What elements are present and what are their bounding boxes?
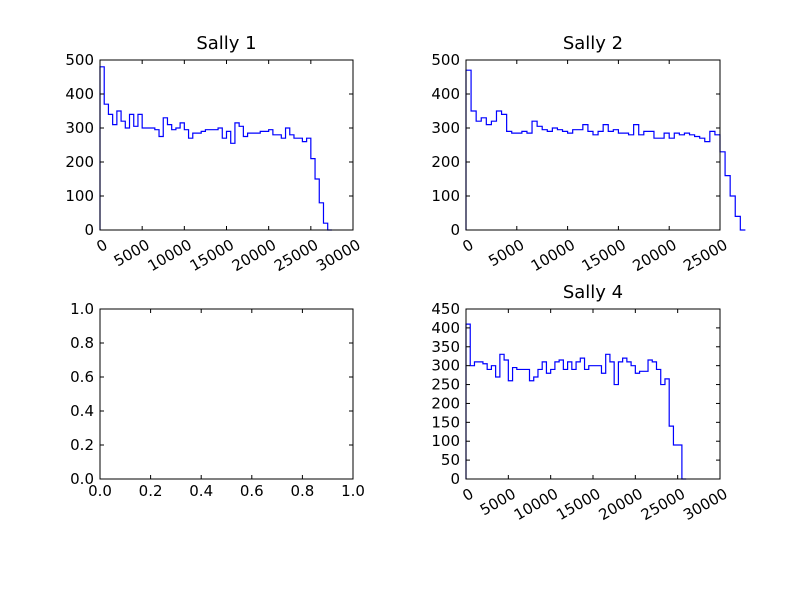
y-tick-label: 0.4 [70,402,94,420]
y-tick-label: 0.2 [70,436,94,454]
x-tick-label: 0.6 [240,482,264,500]
y-tick-label: 200 [65,153,94,171]
axes-frame [465,59,721,231]
y-tick-label: 250 [431,376,460,394]
y-tick-label: 100 [65,187,94,205]
chart-title: Sally 2 [563,33,623,54]
y-tick-label: 50 [441,451,460,469]
x-tick-label: 0.4 [189,482,213,500]
x-tick-label: 0.2 [139,482,163,500]
y-tick-label: 500 [65,51,94,69]
axes-frame [99,308,354,480]
y-tick-label: 400 [431,319,460,337]
chart-title: Sally 4 [563,282,623,303]
x-tick-label: 1.0 [341,482,365,500]
y-tick-label: 0 [450,470,460,488]
subplot-3: 0.0 0.2 0.4 0.6 0.8 1.0 0.0 0.2 0.4 0.6 0.8 1.0 [70,300,365,500]
y-tick-label: 0.8 [70,334,94,352]
y-tick-label: 0.6 [70,368,94,386]
y-tick-label: 200 [431,153,460,171]
y-tick-label: 350 [431,338,460,356]
y-tick-label: 300 [431,119,460,137]
y-tick-label: 0 [84,221,94,239]
y-tick-label: 150 [431,413,460,431]
y-tick-label: 450 [431,300,460,318]
y-tick-label: 100 [431,432,460,450]
y-tick-label: 300 [65,119,94,137]
y-tick-label: 1.0 [70,300,94,318]
x-tick-label: 0.8 [290,482,314,500]
y-tick-label: 100 [431,187,460,205]
chart-title: Sally 1 [196,33,256,54]
histogram-series [465,69,746,231]
histogram-series [465,323,687,480]
x-tick-label: 0.0 [88,482,112,500]
y-tick-label: 400 [431,85,460,103]
y-tick-label: 500 [431,51,460,69]
y-tick-label: 0 [450,221,460,239]
y-tick-label: 0.0 [70,470,94,488]
y-tick-label: 400 [65,85,94,103]
histogram-series [99,66,332,231]
y-tick-label: 300 [431,357,460,375]
y-tick-label: 200 [431,394,460,412]
